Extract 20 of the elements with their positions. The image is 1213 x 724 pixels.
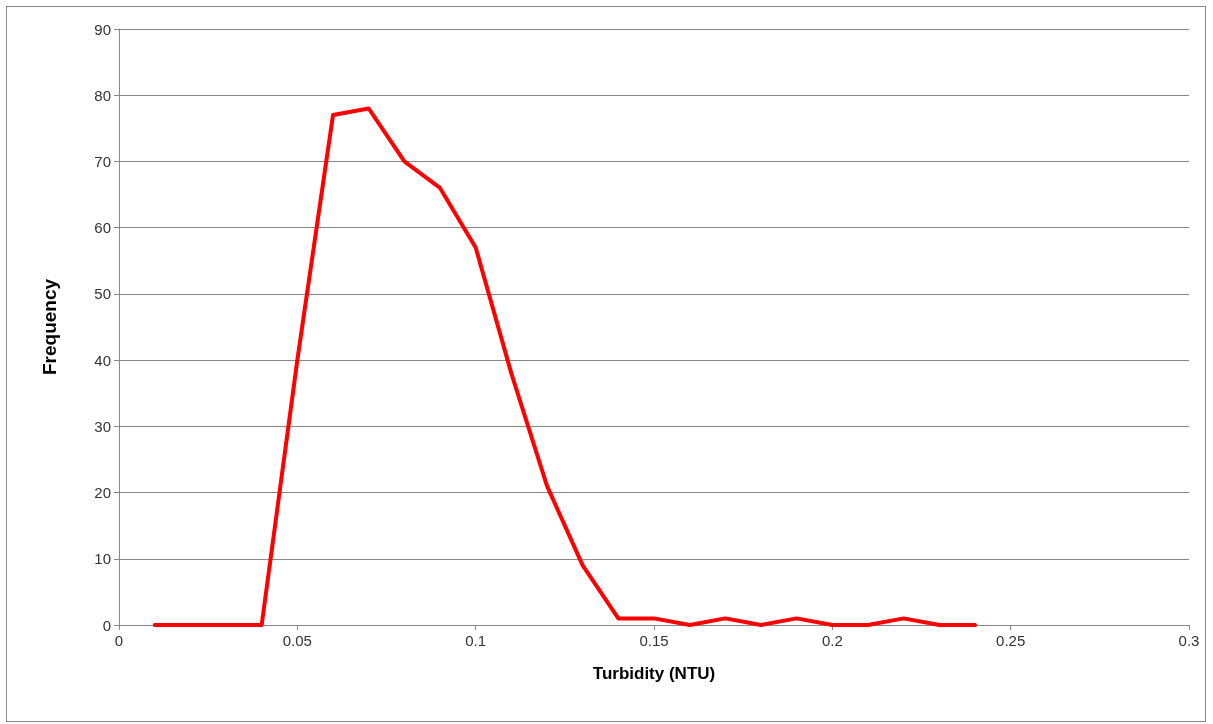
x-tick-label: 0.3 [1178,632,1200,649]
x-axis-title: Turbidity (NTU) [592,664,716,683]
y-tick-label: 0 [102,616,111,634]
y-tick-label: 20 [94,484,111,502]
y-tick-label: 30 [94,417,111,435]
y-tick-label: 40 [94,351,111,369]
y-tick-label: 70 [94,152,111,170]
y-tick-label: 90 [94,20,111,38]
y-tick-label: 80 [94,86,111,104]
x-tick-label: 0.25 [996,632,1026,649]
y-tick-label: 50 [94,285,111,303]
x-tick-label: 0.15 [639,632,669,649]
x-tick-label: 0.1 [465,632,487,649]
y-tick-label: 10 [94,550,111,568]
line-series [152,106,977,627]
x-tick-label: 0 [114,632,124,649]
x-tick-label: 0.2 [821,632,843,649]
y-axis-title: Frequency [39,278,60,376]
y-tick-label: 60 [94,219,111,237]
x-tick-label: 0.05 [282,632,312,649]
